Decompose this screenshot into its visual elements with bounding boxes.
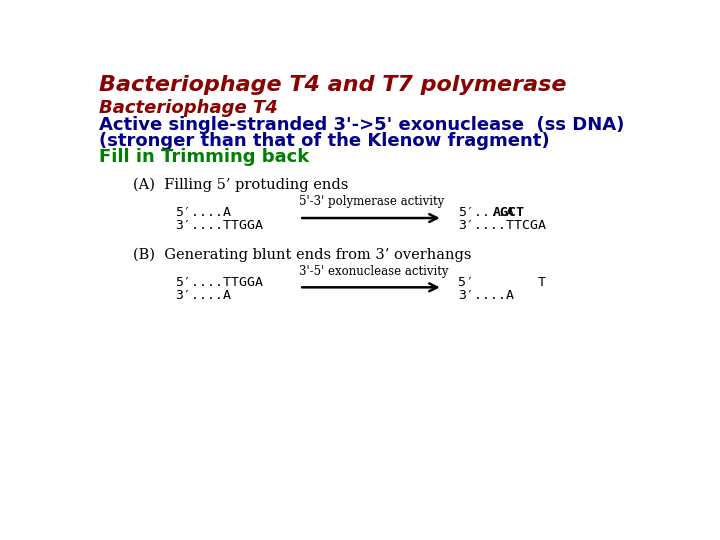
Text: (A)  Filling 5’ protuding ends: (A) Filling 5’ protuding ends bbox=[132, 178, 348, 192]
Text: 3′....A: 3′....A bbox=[458, 289, 514, 302]
Text: 3′....TTGGA: 3′....TTGGA bbox=[175, 219, 264, 232]
Text: 3′....TTCGA: 3′....TTCGA bbox=[458, 219, 546, 232]
Text: AGCT: AGCT bbox=[493, 206, 525, 219]
Text: 3'-5' exonuclease activity: 3'-5' exonuclease activity bbox=[300, 265, 449, 278]
Text: 5′....A: 5′....A bbox=[458, 206, 514, 219]
Text: (stronger than that of the Klenow fragment): (stronger than that of the Klenow fragme… bbox=[99, 132, 550, 150]
Text: 5′        T: 5′ T bbox=[458, 276, 546, 289]
Text: 3′....A: 3′....A bbox=[175, 289, 231, 302]
Text: 5′....TTGGA: 5′....TTGGA bbox=[175, 276, 264, 289]
Text: Bacteriophage T4: Bacteriophage T4 bbox=[99, 99, 278, 117]
Text: Fill in Trimming back: Fill in Trimming back bbox=[99, 148, 310, 166]
Text: 5′....A: 5′....A bbox=[175, 206, 231, 219]
Text: (B)  Generating blunt ends from 3’ overhangs: (B) Generating blunt ends from 3’ overha… bbox=[132, 248, 471, 262]
Text: Active single-stranded 3'->5' exonuclease  (ss DNA): Active single-stranded 3'->5' exonucleas… bbox=[99, 116, 625, 133]
Text: 5'-3' polymerase activity: 5'-3' polymerase activity bbox=[300, 195, 444, 208]
Text: Bacteriophage T4 and T7 polymerase: Bacteriophage T4 and T7 polymerase bbox=[99, 75, 567, 95]
